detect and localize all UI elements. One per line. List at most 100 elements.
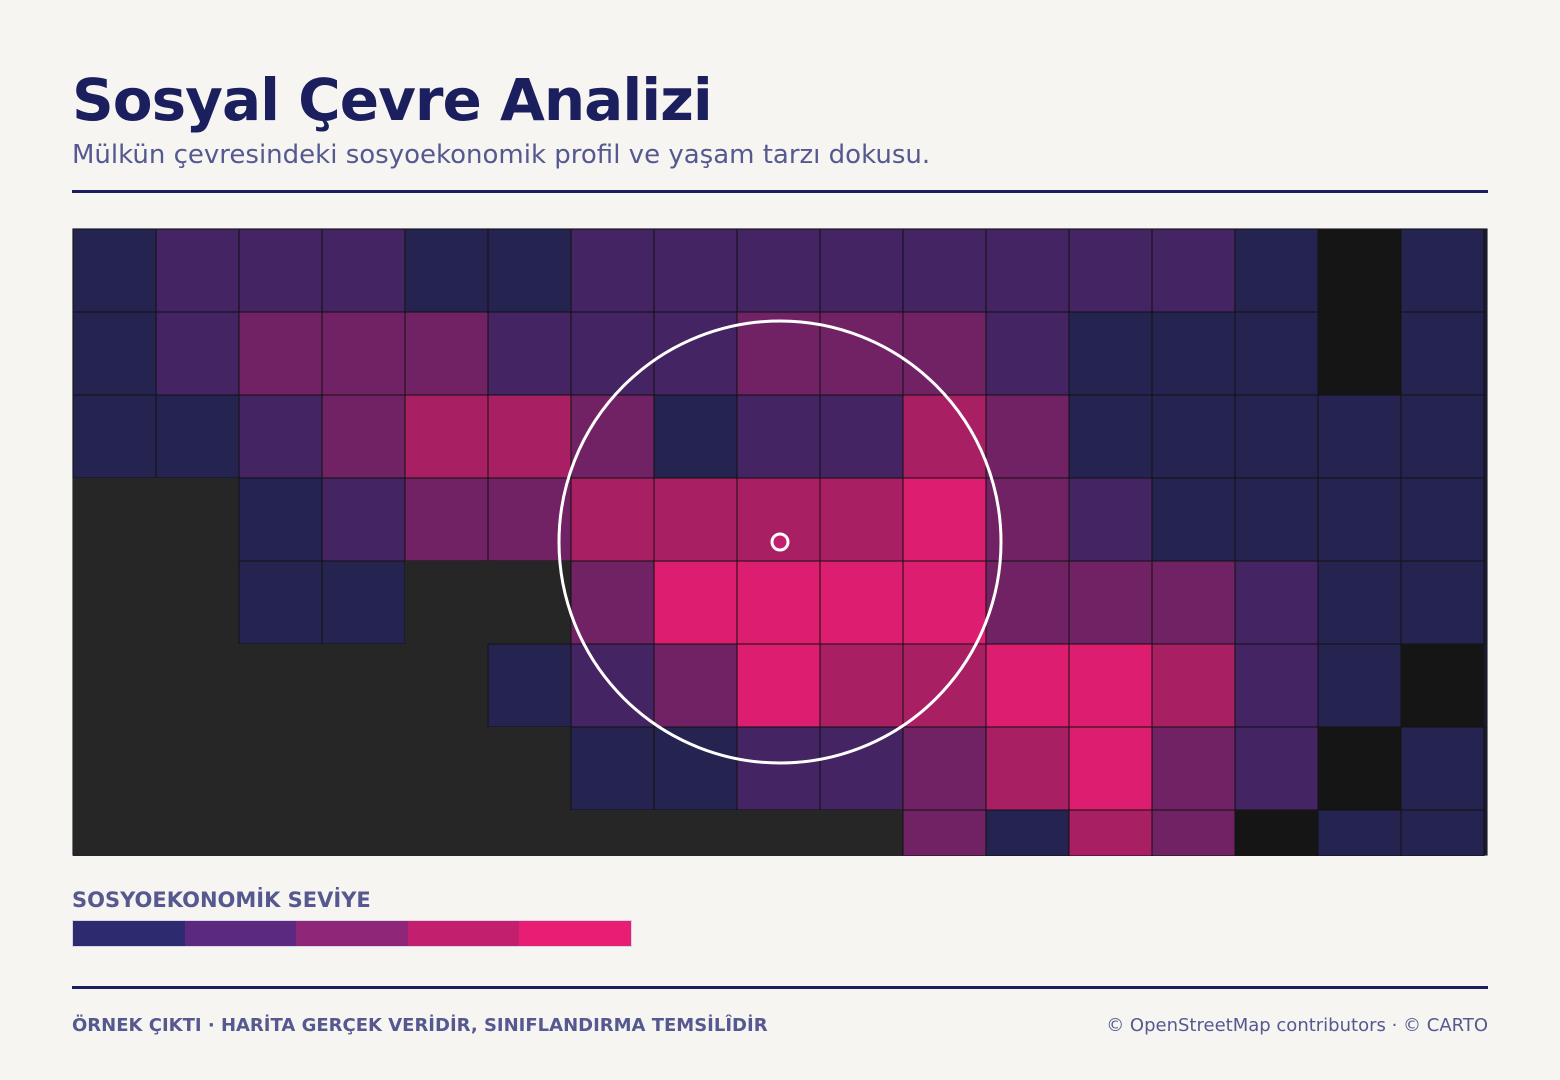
grid-cell [72,228,157,313]
grid-cell [1318,727,1401,810]
grid-cell [819,394,904,479]
grid-cell [1400,394,1485,479]
grid-cell [73,561,156,644]
grid-cell [238,228,323,313]
grid-cell [654,810,737,856]
grid-cell [1318,229,1401,312]
grid-cell [985,726,1070,811]
grid-cell [405,644,488,727]
grid-cell [1317,477,1402,562]
grid-cell [321,228,406,313]
grid-cell [570,726,655,811]
grid-cell [156,810,239,856]
grid-cell [487,311,572,396]
grid-cell [653,560,738,645]
grid-cell [1151,809,1236,856]
grid-cell [1234,311,1319,396]
grid-cell [1068,560,1153,645]
legend-swatch [73,921,185,946]
grid-cell [570,560,655,645]
grid-cell [820,810,903,856]
grid-cell [819,477,904,562]
grid-cell [902,726,987,811]
grid-cell [902,311,987,396]
grid-cell [1068,643,1153,728]
grid-cell [570,477,655,562]
legend-swatch [407,921,520,946]
grid-cell [1400,311,1485,396]
grid-cell [156,478,239,561]
grid-cell [1401,644,1484,727]
grid-cell [736,311,821,396]
grid-cell [321,477,406,562]
grid-cell [985,809,1070,856]
grid-cell [238,560,323,645]
grid-cell [737,810,820,856]
grid-cell [488,561,571,644]
grid-cell [902,643,987,728]
legend-bar [72,920,632,947]
grid-cell [1068,394,1153,479]
grid-cell [1068,228,1153,313]
grid-cell [487,394,572,479]
grid-cell [1068,809,1153,856]
grid-cell [155,311,240,396]
grid-cell [239,644,322,727]
grid-cell [73,727,156,810]
legend-title: SOSYOEKONOMİK SEVİYE [72,888,371,912]
grid-cell [1400,477,1485,562]
grid-cell [1400,809,1485,856]
grid-cell [73,478,156,561]
grid-cell [238,394,323,479]
grid-cell [653,477,738,562]
grid-cell [1234,477,1319,562]
grid-cell [902,228,987,313]
grid-cell [653,643,738,728]
grid-cell [1234,394,1319,479]
grid-cell [405,810,488,856]
grid-cell [1068,311,1153,396]
grid-cell [571,810,654,856]
grid-cell [1400,228,1485,313]
grid-cell [321,311,406,396]
grid-cell [487,228,572,313]
legend-swatch [184,921,297,946]
grid-cell [488,810,571,856]
grid-cell [1234,560,1319,645]
grid-cell [1234,643,1319,728]
grid-cell [73,644,156,727]
grid-cell [1151,311,1236,396]
grid-cell [902,560,987,645]
grid-cell [653,311,738,396]
grid-cell [1235,810,1318,856]
grid-cell [239,810,322,856]
grid [72,228,1485,856]
grid-cell [985,311,1070,396]
grid-cell [570,394,655,479]
grid-cell [736,726,821,811]
grid-cell [736,560,821,645]
grid-cell [1234,228,1319,313]
grid-cell [570,311,655,396]
grid-cell [404,311,489,396]
grid-cell [736,643,821,728]
legend-swatch [296,921,408,946]
grid-cell [819,311,904,396]
map [72,228,1488,856]
grid-cell [1151,394,1236,479]
grid-cell [405,727,488,810]
grid-cell [1151,228,1236,313]
grid-cell [322,810,405,856]
grid-cell [1151,560,1236,645]
radius-circle [557,319,1003,765]
grid-cell [819,228,904,313]
grid-cell [73,810,156,856]
grid-cell [488,727,571,810]
grid-cell [1151,643,1236,728]
grid-cell [405,561,488,644]
grid-cell [404,228,489,313]
grid-cell [322,644,405,727]
divider [72,986,1488,989]
